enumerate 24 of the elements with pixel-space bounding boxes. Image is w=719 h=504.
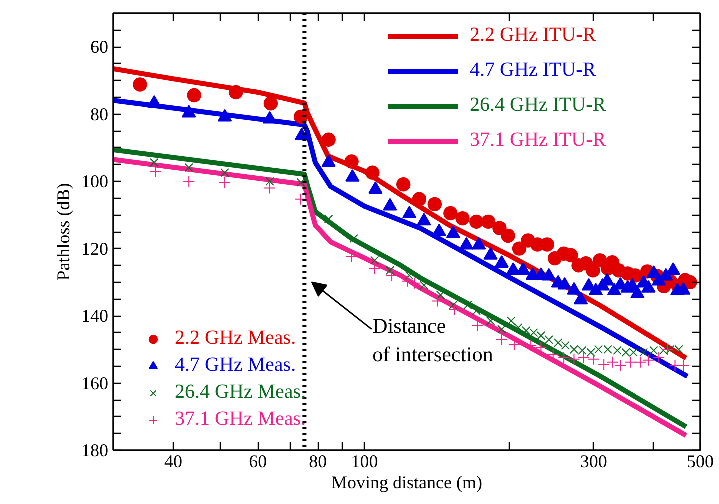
- x-tick-label: 40: [164, 452, 183, 472]
- legend-label: 37.1 GHz ITU-R: [470, 129, 606, 152]
- y-tick-label: 80: [90, 104, 108, 124]
- legend-label: 4.7 GHz Meas.: [175, 354, 296, 377]
- y-tick-label: 140: [82, 306, 108, 326]
- y-tick-label: 100: [82, 172, 108, 192]
- legend-label: 2.2 GHz Meas.: [175, 327, 296, 350]
- x-tick-label: 300: [580, 452, 608, 472]
- legend-label: 37.1 GHz Meas.: [175, 408, 306, 431]
- y-tick-label: 160: [82, 373, 108, 394]
- y-tick-label: 120: [82, 238, 108, 259]
- x-tick-label: 60: [249, 452, 268, 472]
- x-axis-title: Moving distance (m): [332, 472, 482, 492]
- ref-line-label: Distance of intersection: [372, 314, 494, 367]
- legend-label: 4.7 GHz ITU-R: [470, 59, 596, 82]
- y-tick-label: 60: [90, 37, 108, 58]
- legend-label: 26.4 GHz ITU-R: [470, 94, 606, 117]
- y-tick-label: 180: [82, 440, 108, 460]
- x-tick-label: 100: [351, 452, 378, 472]
- legend-label: 26.4 GHz Meas.: [175, 381, 306, 404]
- x-tick-label: 80: [309, 452, 328, 472]
- y-axis-title: Pathloss (dB): [54, 183, 74, 281]
- legend-label: 2.2 GHz ITU-R: [470, 24, 596, 47]
- x-tick-label: 500: [687, 452, 714, 472]
